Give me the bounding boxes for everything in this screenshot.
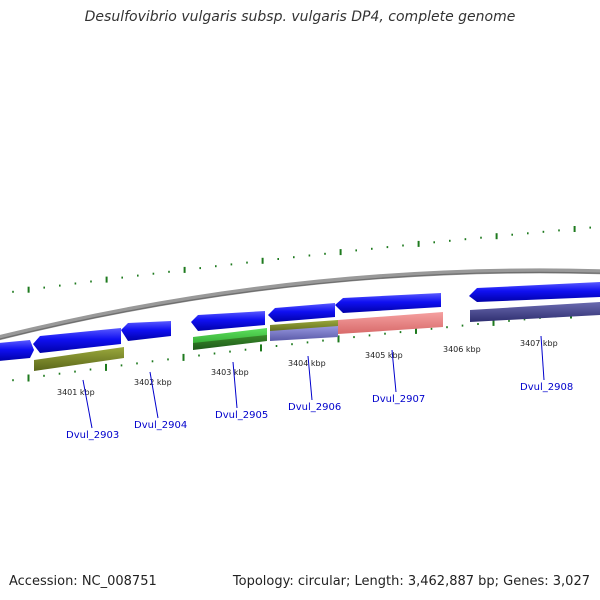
gene-arrow-dvul-2903[interactable]	[33, 328, 121, 353]
feature-bar-indigo[interactable]	[470, 302, 600, 322]
lower-tick-track	[12, 311, 588, 382]
feature-bar-lavender[interactable]	[270, 326, 338, 341]
leader-dvul-2905	[232, 361, 238, 409]
leader-dvul-2904	[149, 371, 159, 419]
gene-arrow-left-edge[interactable]	[0, 340, 34, 361]
tick-label-3406: 3406 kbp	[443, 345, 481, 354]
leader-dvul-2908	[540, 335, 545, 381]
gene-label-dvul-2908[interactable]: Dvul_2908	[520, 382, 573, 393]
tick-label-3407: 3407 kbp	[520, 339, 558, 348]
tick-label-3402: 3402 kbp	[134, 378, 172, 387]
genome-backbone	[0, 268, 600, 341]
gene-labels: Dvul_2903 Dvul_2904 Dvul_2905 Dvul_2906 …	[66, 382, 573, 441]
gene-label-dvul-2903[interactable]: Dvul_2903	[66, 430, 119, 441]
gene-arrow-dvul-2905[interactable]	[191, 311, 265, 331]
gene-arrow-dvul-2908[interactable]	[469, 282, 600, 302]
tick-label-3405: 3405 kbp	[365, 351, 403, 360]
feature-bar-olive[interactable]	[34, 347, 124, 371]
leader-dvul-2906	[307, 355, 313, 401]
gene-leader-lines	[82, 335, 545, 429]
upper-tick-track	[12, 226, 592, 293]
gene-label-dvul-2904[interactable]: Dvul_2904	[134, 420, 187, 431]
feature-bars	[34, 302, 600, 371]
leader-dvul-2907	[391, 349, 397, 393]
kbp-labels: 3401 kbp 3402 kbp 3403 kbp 3404 kbp 3405…	[57, 339, 558, 397]
feature-bar-salmon[interactable]	[338, 312, 443, 334]
tick-label-3403: 3403 kbp	[211, 368, 249, 377]
gene-label-dvul-2905[interactable]: Dvul_2905	[215, 410, 268, 421]
gene-label-dvul-2906[interactable]: Dvul_2906	[288, 402, 341, 413]
feature-bar-dark-green[interactable]	[193, 335, 267, 350]
gene-arrow-dvul-2906[interactable]	[268, 303, 335, 322]
genome-title: Desulfovibrio vulgaris subsp. vulgaris D…	[84, 9, 516, 25]
gene-arrow-dvul-2904[interactable]	[121, 321, 171, 341]
gene-arrow-dvul-2907[interactable]	[335, 293, 441, 313]
tick-label-3404: 3404 kbp	[288, 359, 326, 368]
accession-text: Accession: NC_008751	[9, 574, 157, 589]
leader-dvul-2903	[82, 379, 93, 429]
gene-label-dvul-2907[interactable]: Dvul_2907	[372, 394, 425, 405]
tick-label-3401: 3401 kbp	[57, 388, 95, 397]
cds-features	[0, 282, 600, 361]
genome-stats-text: Topology: circular; Length: 3,462,887 bp…	[232, 574, 590, 589]
